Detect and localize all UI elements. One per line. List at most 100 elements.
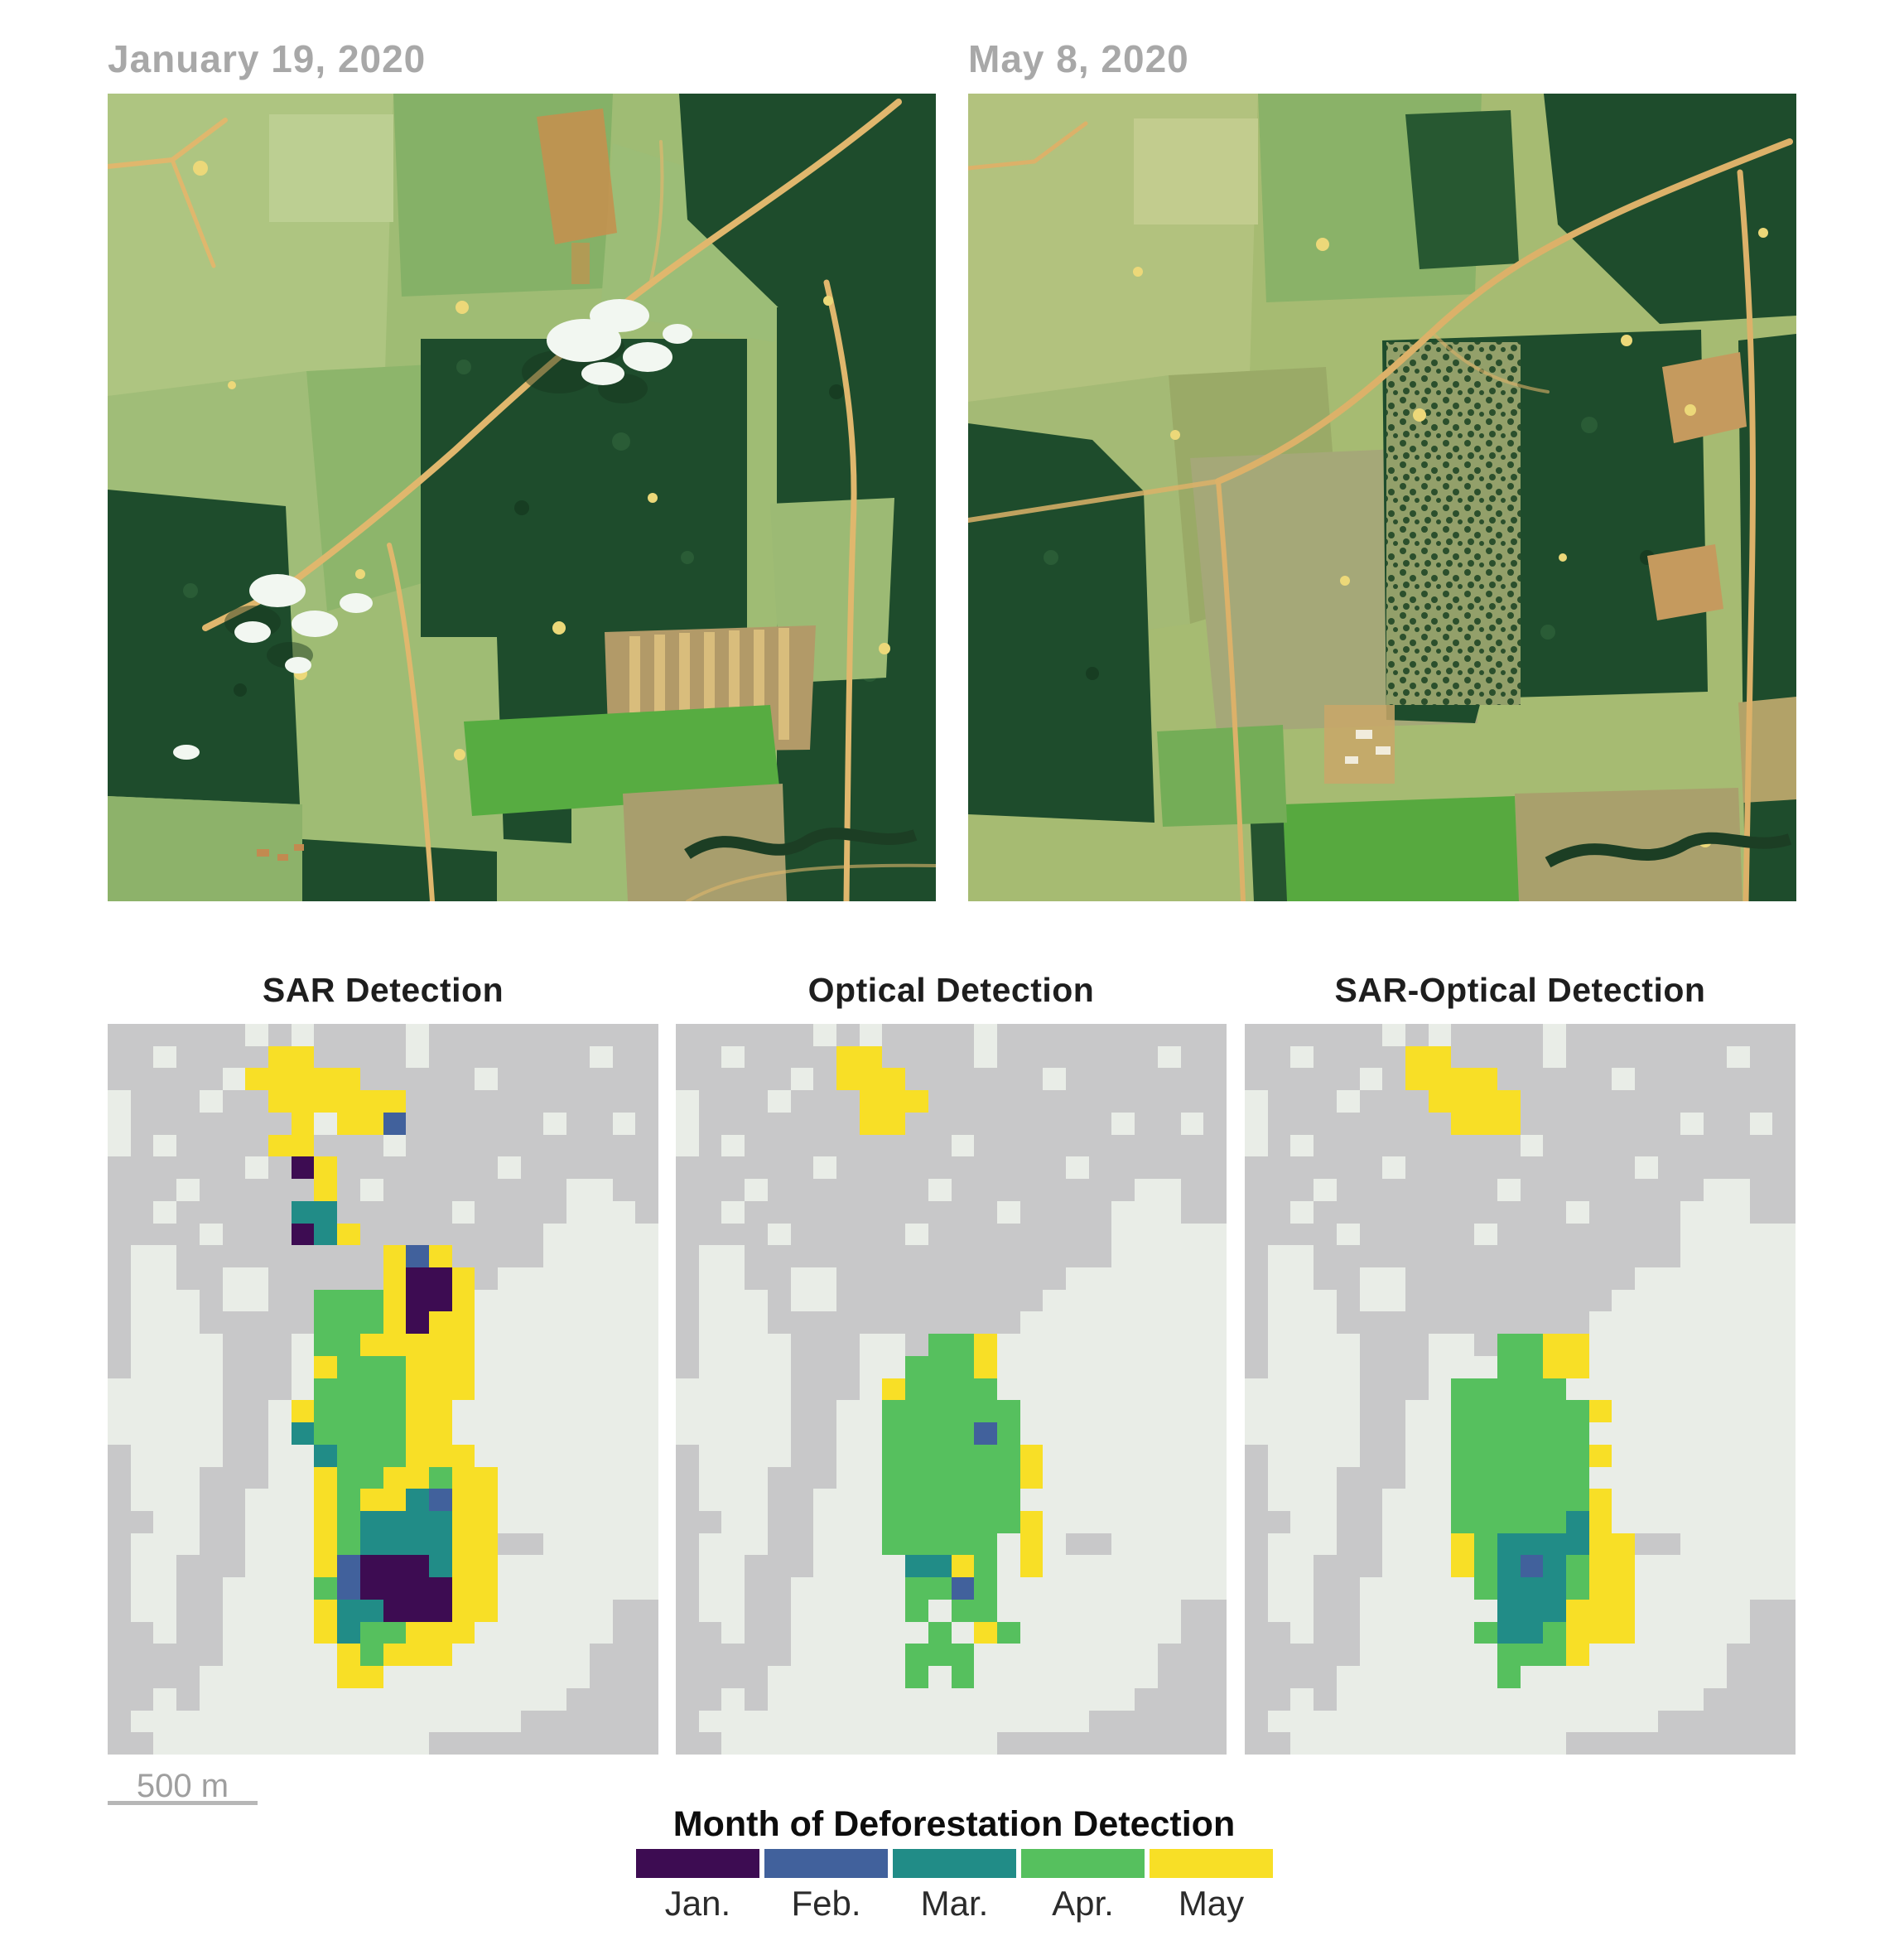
raster-bg-cell bbox=[859, 1489, 883, 1511]
raster-bg-cell bbox=[1749, 1334, 1773, 1356]
raster-detection-cell bbox=[974, 1533, 997, 1556]
raster-bg-cell bbox=[1565, 1267, 1589, 1290]
raster-detection-cell bbox=[475, 1555, 499, 1578]
raster-bg-cell bbox=[1749, 1289, 1773, 1312]
raster-bg-cell bbox=[130, 1644, 154, 1667]
raster-bg-cell bbox=[1203, 1489, 1227, 1511]
raster-bg-cell bbox=[337, 1045, 360, 1069]
raster-bg-cell bbox=[813, 1687, 836, 1711]
raster-bg-cell bbox=[1451, 1245, 1475, 1267]
raster-bg-cell bbox=[1704, 1179, 1727, 1201]
raster-bg-cell bbox=[1180, 1223, 1204, 1246]
raster-bg-cell bbox=[222, 1378, 246, 1401]
raster-bg-cell bbox=[1019, 1024, 1044, 1046]
raster-detection-cell bbox=[451, 1621, 475, 1644]
raster-bg-cell bbox=[291, 1732, 315, 1755]
raster-bg-cell bbox=[1612, 1311, 1636, 1335]
raster-bg-cell bbox=[1180, 1112, 1204, 1135]
raster-bg-cell bbox=[1726, 1666, 1750, 1688]
raster-bg-cell bbox=[813, 1334, 836, 1356]
raster-bg-cell bbox=[1111, 1289, 1135, 1312]
raster-bg-cell bbox=[475, 1422, 499, 1445]
raster-bg-cell bbox=[1428, 1156, 1452, 1180]
raster-bg-cell bbox=[1157, 1466, 1181, 1489]
raster-bg-cell bbox=[428, 1045, 452, 1069]
raster-bg-cell bbox=[1704, 1533, 1727, 1556]
raster-bg-cell bbox=[1588, 1090, 1612, 1113]
raster-bg-cell bbox=[1520, 1112, 1544, 1135]
raster-detection-cell bbox=[1520, 1466, 1544, 1489]
raster-bg-cell bbox=[451, 1090, 475, 1113]
raster-bg-cell bbox=[1520, 1710, 1544, 1733]
raster-bg-cell bbox=[790, 1179, 814, 1201]
raster-bg-cell bbox=[1635, 1311, 1658, 1335]
raster-detection-cell bbox=[406, 1422, 429, 1445]
raster-bg-cell bbox=[1588, 1355, 1612, 1378]
raster-bg-cell bbox=[859, 1533, 883, 1556]
raster-bg-cell bbox=[1157, 1112, 1181, 1135]
raster-bg-cell bbox=[406, 1112, 429, 1135]
raster-bg-cell bbox=[291, 1334, 315, 1356]
raster-bg-cell bbox=[1359, 1555, 1383, 1578]
raster-bg-cell bbox=[1267, 1510, 1291, 1533]
raster-bg-cell bbox=[475, 1644, 499, 1667]
raster-bg-cell bbox=[1111, 1533, 1135, 1556]
raster-bg-cell bbox=[698, 1422, 722, 1445]
raster-bg-cell bbox=[1203, 1510, 1227, 1533]
raster-bg-cell bbox=[859, 1355, 883, 1378]
raster-bg-cell bbox=[1111, 1024, 1135, 1046]
raster-bg-cell bbox=[1359, 1599, 1383, 1622]
raster-bg-cell bbox=[1612, 1666, 1636, 1688]
raster-bg-cell bbox=[1451, 1289, 1475, 1312]
raster-bg-cell bbox=[635, 1156, 658, 1180]
raster-bg-cell bbox=[1428, 1400, 1452, 1423]
raster-bg-cell bbox=[1043, 1510, 1067, 1533]
raster-detection-cell bbox=[291, 1223, 315, 1246]
raster-bg-cell bbox=[698, 1311, 722, 1335]
raster-bg-cell bbox=[1066, 1510, 1089, 1533]
raster-bg-cell bbox=[928, 1024, 952, 1046]
raster-bg-cell bbox=[790, 1200, 814, 1224]
raster-detection-cell bbox=[1451, 1444, 1475, 1467]
raster-bg-cell bbox=[1520, 1134, 1544, 1157]
raster-bg-cell bbox=[951, 1200, 975, 1224]
raster-bg-cell bbox=[928, 1090, 952, 1113]
raster-detection-cell bbox=[928, 1400, 952, 1423]
raster-bg-cell bbox=[1588, 1134, 1612, 1157]
raster-bg-cell bbox=[635, 1245, 658, 1267]
raster-bg-cell bbox=[1267, 1024, 1291, 1046]
raster-bg-cell bbox=[676, 1621, 699, 1644]
raster-detection-cell bbox=[383, 1621, 407, 1644]
raster-bg-cell bbox=[1497, 1289, 1521, 1312]
raster-bg-cell bbox=[1772, 1533, 1796, 1556]
raster-bg-cell bbox=[1245, 1267, 1268, 1290]
raster-bg-cell bbox=[1336, 1489, 1360, 1511]
raster-bg-cell bbox=[1635, 1710, 1658, 1733]
raster-bg-cell bbox=[836, 1311, 860, 1335]
raster-bg-cell bbox=[905, 1311, 928, 1335]
raster-bg-cell bbox=[1565, 1045, 1589, 1069]
raster-bg-cell bbox=[1180, 1311, 1204, 1335]
raster-bg-cell bbox=[1497, 1179, 1521, 1201]
raster-bg-cell bbox=[1111, 1112, 1135, 1135]
raster-bg-cell bbox=[406, 1732, 429, 1755]
raster-bg-cell bbox=[498, 1599, 521, 1622]
raster-bg-cell bbox=[1772, 1024, 1796, 1046]
raster-bg-cell bbox=[245, 1599, 268, 1622]
raster-bg-cell bbox=[1680, 1422, 1704, 1445]
raster-bg-cell bbox=[928, 1068, 952, 1091]
raster-bg-cell bbox=[1543, 1710, 1566, 1733]
raster-bg-cell bbox=[813, 1555, 836, 1578]
raster-bg-cell bbox=[1245, 1533, 1268, 1556]
raster-detection-cell bbox=[882, 1533, 906, 1556]
raster-bg-cell bbox=[1680, 1577, 1704, 1600]
raster-bg-cell bbox=[589, 1112, 613, 1135]
raster-bg-cell bbox=[721, 1621, 745, 1644]
raster-bg-cell bbox=[268, 1378, 292, 1401]
raster-bg-cell bbox=[790, 1732, 814, 1755]
raster-bg-cell bbox=[928, 1223, 952, 1246]
raster-bg-cell bbox=[475, 1710, 499, 1733]
raster-bg-cell bbox=[1267, 1555, 1291, 1578]
raster-bg-cell bbox=[1245, 1732, 1268, 1755]
raster-bg-cell bbox=[1180, 1732, 1204, 1755]
